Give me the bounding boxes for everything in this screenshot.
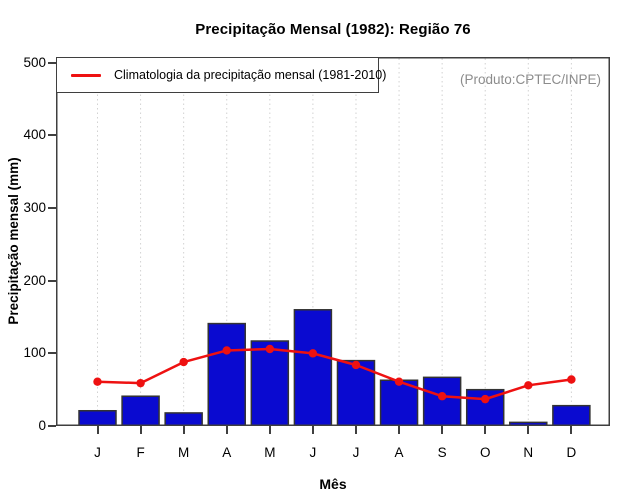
plot-area: Climatologia da precipitação mensal (198…: [56, 57, 610, 426]
climatology-line: [97, 347, 572, 401]
precipitation-bar: [207, 322, 246, 426]
x-tick-label: A: [222, 445, 232, 460]
plot-border: [56, 57, 610, 426]
y-tick-mark: [48, 352, 56, 355]
precipitation-bar: [121, 395, 160, 426]
climatology-point: [524, 381, 533, 390]
x-tick-mark: [354, 426, 357, 434]
precipitation-bar: [379, 379, 419, 426]
climatology-point: [567, 375, 576, 384]
legend: Climatologia da precipitação mensal (198…: [56, 57, 386, 93]
climatology-line-swatch: [71, 73, 101, 77]
climatology-point: [222, 346, 231, 355]
precipitation-bar: [422, 376, 462, 426]
y-tick-mark: [48, 207, 56, 210]
x-tick-label: N: [523, 445, 534, 460]
y-tick-mark: [48, 279, 56, 282]
precipitation-bar: [164, 412, 203, 426]
precipitation-bar: [250, 340, 290, 426]
climatology-point: [481, 394, 490, 404]
x-tick-mark: [398, 426, 401, 434]
climatology-point: [265, 344, 275, 354]
x-tick-mark: [484, 426, 487, 434]
x-axis-title: Mês: [319, 476, 347, 492]
x-tick-label: J: [309, 445, 317, 460]
y-tick-label: 400: [23, 127, 46, 143]
y-tick-label: 200: [23, 272, 46, 288]
x-tick-mark: [268, 426, 271, 434]
x-tick-label: M: [264, 445, 276, 460]
y-tick-mark: [48, 61, 56, 64]
x-tick-label: S: [437, 445, 447, 460]
climatology-point: [351, 360, 361, 370]
x-tick-mark: [527, 426, 530, 434]
x-tick-mark: [96, 426, 99, 434]
climatology-point: [437, 392, 447, 401]
y-tick-label: 100: [23, 345, 46, 361]
precipitation-bar: [78, 409, 117, 426]
x-tick-label: J: [94, 445, 101, 460]
x-tick-mark: [182, 426, 185, 434]
y-tick-label: 500: [23, 54, 46, 70]
y-tick-label: 300: [23, 200, 46, 216]
x-tick-label: M: [178, 445, 190, 460]
x-tick-label: D: [566, 445, 577, 460]
watermark-text: (Produto:CPTEC/INPE): [459, 72, 601, 87]
y-tick-mark: [48, 134, 56, 137]
precipitation-bar: [293, 309, 333, 426]
x-tick-label: J: [352, 445, 360, 460]
y-tick-label: 0: [38, 418, 46, 433]
climatology-point: [136, 378, 145, 388]
precipitation-bar: [336, 359, 376, 426]
x-tick-mark: [441, 426, 444, 434]
x-tick-label: F: [136, 445, 145, 460]
precipitation-bar: [552, 404, 591, 426]
chart-canvas: [56, 57, 610, 426]
x-tick-mark: [139, 426, 142, 434]
climatology-point: [179, 357, 188, 367]
climatology-point: [93, 377, 102, 386]
climatology-point: [308, 349, 318, 358]
x-tick-mark: [570, 426, 573, 434]
chart-title: Precipitação Mensal (1982): Região 76: [195, 21, 471, 38]
x-tick-label: O: [479, 445, 491, 460]
legend-label: Climatologia da precipitação mensal (198…: [114, 68, 387, 82]
x-tick-label: A: [394, 445, 404, 460]
x-tick-mark: [225, 426, 228, 434]
y-tick-mark: [48, 425, 56, 427]
x-tick-mark: [311, 426, 314, 434]
climatology-point: [394, 377, 404, 386]
